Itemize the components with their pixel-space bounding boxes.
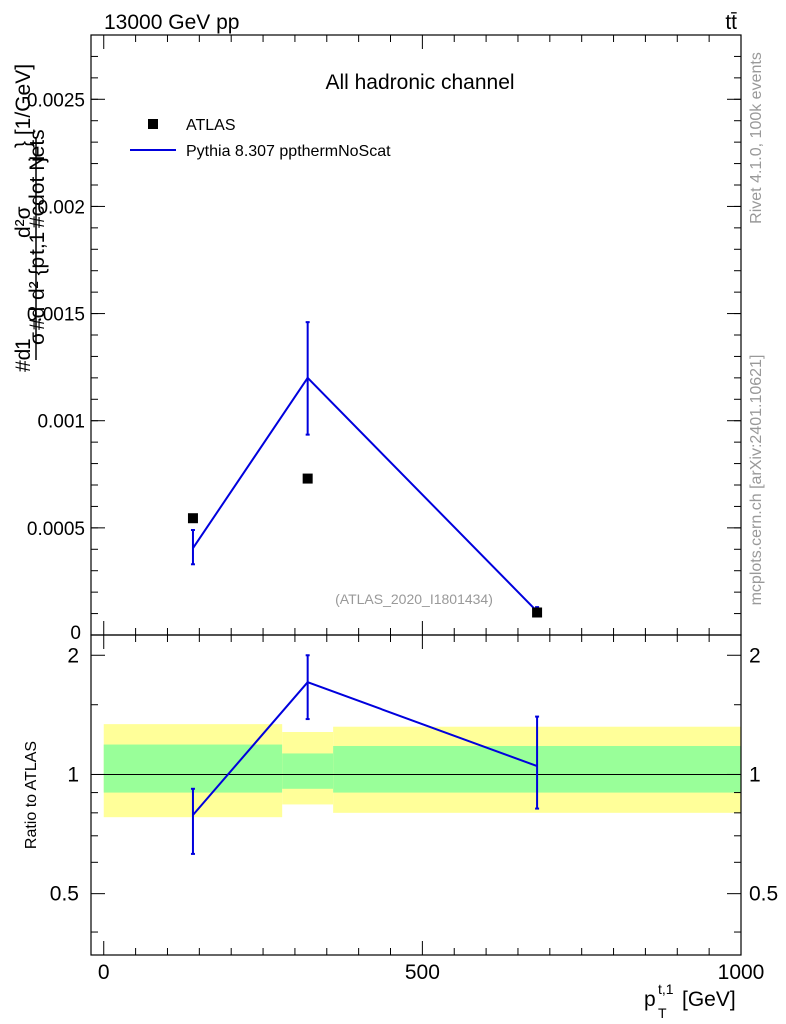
- ratio-y-ticks: 0.5 0.5 1 1 2 2: [50, 644, 778, 933]
- ylabel-part-3: σ: [26, 332, 49, 345]
- main-ytick-label: 0.0005: [27, 519, 85, 540]
- xlabel-unit: [GeV]: [682, 988, 736, 1011]
- ratio-xtick-label: 0: [98, 961, 110, 984]
- ylabel-part-2: 1: [12, 338, 35, 350]
- xlabel-sub-T: T: [658, 1005, 667, 1021]
- main-panel: All hadronic channel (ATLAS_2020_I180143…: [12, 34, 742, 644]
- source-label: mcplots.cern.ch [arXiv:2401.10621]: [748, 355, 765, 606]
- watermark: (ATLAS_2020_I1801434): [335, 591, 493, 607]
- atlas-data-point: [187, 513, 198, 524]
- process-label: tt̄: [725, 11, 737, 34]
- main-ytick-label: 0.0025: [27, 90, 85, 111]
- legend-atlas-label: ATLAS: [186, 117, 236, 134]
- ratio-ytick-label: 0.5: [50, 883, 79, 906]
- legend-pythia-label: Pythia 8.307 ppthermNoScat: [186, 143, 391, 160]
- main-data: [187, 321, 543, 618]
- main-ytick-label: 0.0015: [27, 305, 85, 326]
- pythia-line: [192, 376, 538, 613]
- xlabel-sup: t,1: [658, 981, 674, 997]
- ratio-y-axis-label: Ratio to ATLAS: [23, 741, 40, 849]
- ylabel-part-8: #cdot N: [26, 156, 49, 228]
- ratio-band-green: [282, 753, 334, 789]
- atlas-data-point: [302, 473, 313, 484]
- main-title: All hadronic channel: [325, 71, 514, 94]
- legend-atlas-marker: [148, 119, 158, 129]
- ylabel-part-9: jets: [26, 129, 49, 163]
- main-y-axis-label: #d 1 σ #d d²σ d² {p t,1 #cdot N jets } […: [12, 64, 49, 372]
- xlabel-p: p: [644, 988, 656, 1011]
- ratio-x-ticks: 0 500 1000: [98, 635, 764, 984]
- ratio-band-green: [103, 744, 283, 793]
- ylabel-part-1: #d: [12, 349, 35, 372]
- atlas-data-point: [532, 607, 543, 618]
- main-y-ticks: 0.0005 0.001 0.0015 0.002 0.0025 0: [27, 34, 742, 644]
- ratio-xtick-label: 1000: [718, 961, 765, 984]
- main-ytick-label: 0.002: [37, 197, 85, 218]
- main-ytick-label: 0.001: [37, 412, 85, 433]
- ylabel-part-10: } [1/GeV]: [12, 64, 35, 148]
- ratio-panel: Ratio to ATLAS 0.5 0.5 1 1 2 2 0 500 1000 p T t…: [23, 634, 778, 1021]
- ratio-panel-frame: [90, 634, 742, 956]
- energy-label: 13000 GeV pp: [104, 11, 239, 34]
- rivet-label: Rivet 4.1.0, 100k events: [748, 52, 765, 224]
- ratio-bands: [103, 724, 741, 818]
- ratio-xtick-label: 500: [405, 961, 440, 984]
- ratio-ytick-label-right: 2: [749, 644, 761, 667]
- ratio-ytick-label: 2: [67, 644, 79, 667]
- ratio-data: [190, 654, 540, 855]
- ratio-ytick-label-right: 1: [749, 763, 761, 786]
- x-axis-label: p T t,1 [GeV]: [644, 981, 736, 1021]
- ylabel-part-7: t,1: [26, 232, 49, 255]
- ratio-ytick-label: 1: [67, 763, 79, 786]
- ylabel-part-5: d²σ: [12, 206, 35, 238]
- ylabel-part-6: d² {p: [26, 257, 49, 300]
- main-ytick-label-zero: 0: [70, 623, 81, 644]
- ratio-ytick-label-right: 0.5: [749, 883, 778, 906]
- ylabel-part-4: #d: [26, 307, 49, 330]
